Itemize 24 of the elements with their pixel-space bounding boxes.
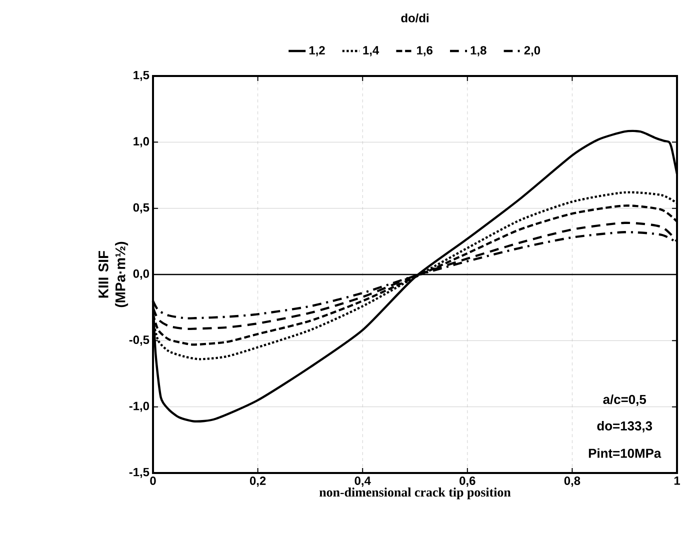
x-tick-label: 0 xyxy=(150,476,156,485)
y-tick-label: -1,0 xyxy=(129,402,149,412)
annotation: do=133,3 xyxy=(597,420,652,432)
legend-label: 1,4 xyxy=(363,46,380,56)
x-axis-title: non-dimensional crack tip position xyxy=(319,488,511,500)
y-tick-label: 0,0 xyxy=(133,269,149,280)
y-tick-label: -1,5 xyxy=(129,468,150,478)
legend-title: do/di xyxy=(401,14,428,22)
x-tick-label: 0,4 xyxy=(354,476,371,487)
legend-label: 1,2 xyxy=(309,46,325,56)
x-tick-label: 1 xyxy=(674,476,680,485)
y-tick-label: 1,5 xyxy=(134,70,150,82)
annotation: Pint=10MPa xyxy=(588,448,662,458)
x-tick-label: 0,8 xyxy=(564,476,580,487)
y-tick-label: 1,0 xyxy=(134,137,149,148)
annotation: a/c=0,5 xyxy=(603,394,646,406)
legend-label: 1,8 xyxy=(470,46,486,56)
y-tick-label: 0,5 xyxy=(133,203,150,214)
x-tick-label: 0,6 xyxy=(460,476,476,487)
legend-label: 2,0 xyxy=(524,46,540,56)
x-tick-label: 0,2 xyxy=(250,476,266,487)
y-axis-title: KIII SIF (MPa·m½) xyxy=(98,242,128,308)
legend-label: 1,6 xyxy=(417,46,432,56)
y-tick-label: -0,5 xyxy=(129,336,150,346)
